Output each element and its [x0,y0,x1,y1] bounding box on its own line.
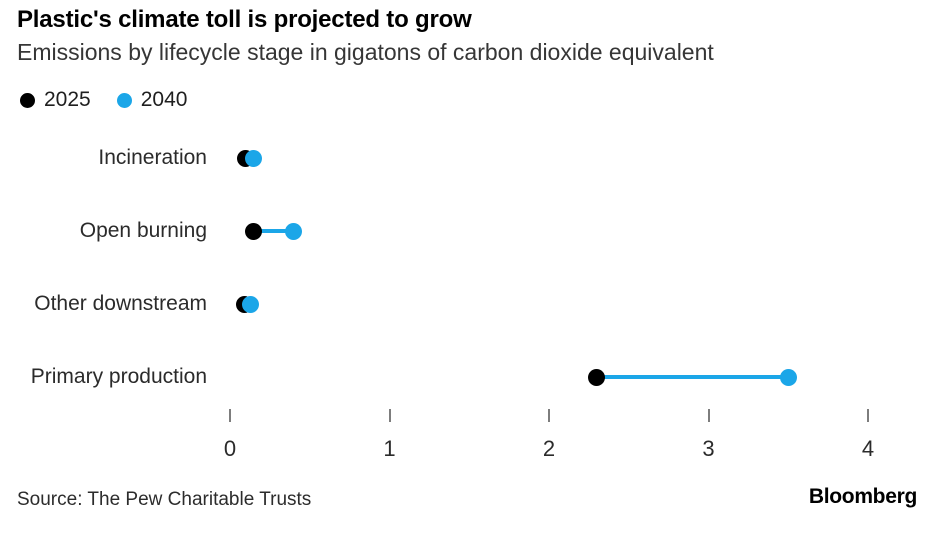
legend-item-2040: 2040 [116,88,188,112]
legend-item-2025: 2025 [20,88,91,112]
axis-tick-label: 2 [542,436,556,461]
bloomberg-logo: Bloomberg [808,485,917,508]
category-label: Incineration [98,146,207,169]
axis-tick [548,409,550,422]
legend-dot-2025-icon [20,92,35,108]
axis-tick [229,409,231,422]
dot-2040 [245,149,263,167]
dot-2025 [245,222,263,240]
legend: 2025 2040 [20,88,187,112]
dot-2025 [588,368,606,386]
axis-tick-label: 1 [383,436,396,461]
axis-tick [867,409,869,422]
dot-2040 [242,295,260,313]
axis-tick-label: 3 [702,436,715,461]
legend-label-2025: 2025 [44,88,91,111]
axis-tick-label: 0 [223,436,237,461]
dot-2040 [779,368,797,386]
axis-tick [388,409,391,422]
source-text: Source: The Pew Charitable Trusts [17,489,312,510]
connector-line [596,375,789,379]
legend-dot-2040-icon [116,92,132,108]
legend-label-2040: 2040 [140,88,188,111]
category-label: Open burning [79,219,207,242]
chart-title: Plastic's climate toll is projected to g… [17,6,472,33]
connector-line [253,229,294,233]
axis-tick [707,409,710,422]
axis-tick-label: 4 [861,436,875,461]
chart-subtitle: Emissions by lifecycle stage in gigatons… [17,39,714,65]
category-label: Other downstream [34,292,207,315]
category-label: Primary production [30,365,207,388]
dot-2040 [285,222,303,240]
